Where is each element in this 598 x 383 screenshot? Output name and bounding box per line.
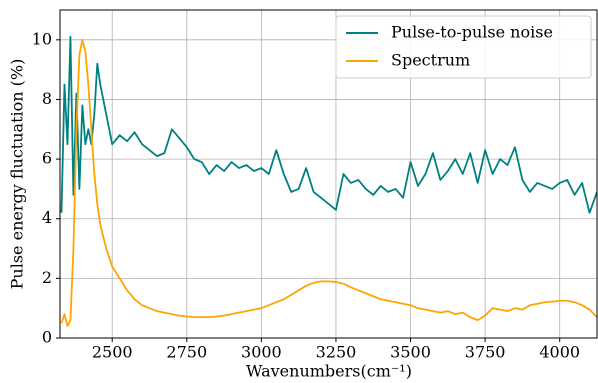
plot-frame	[59, 9, 598, 339]
series-line	[60, 35, 597, 214]
legend-box	[335, 15, 592, 79]
legend-label: Pulse-to-pulse noise	[391, 23, 553, 42]
x-tick-label: 2500	[92, 343, 133, 362]
x-tick-label: 3750	[465, 343, 506, 362]
x-axis-label: Wavenumbers(cm⁻¹)	[246, 362, 412, 381]
x-tick-label: 4000	[539, 343, 580, 362]
y-tick-label: 8	[42, 89, 52, 108]
y-axis-label: Pulse energy fluctuation (%)	[8, 59, 27, 290]
series-line	[60, 38, 597, 327]
legend-label: Spectrum	[391, 51, 470, 70]
y-tick-label: 0	[42, 328, 52, 347]
x-tick-label: 2750	[166, 343, 207, 362]
plot-lines	[60, 35, 597, 327]
y-tick-label: 6	[42, 149, 52, 168]
y-tick-label: 4	[42, 208, 52, 227]
y-tick-label: 2	[42, 268, 52, 287]
x-tick-label: 3500	[390, 343, 431, 362]
y-tick-label: 10	[32, 29, 52, 48]
x-tick-label: 3250	[316, 343, 357, 362]
x-tick-label: 3000	[241, 343, 282, 362]
